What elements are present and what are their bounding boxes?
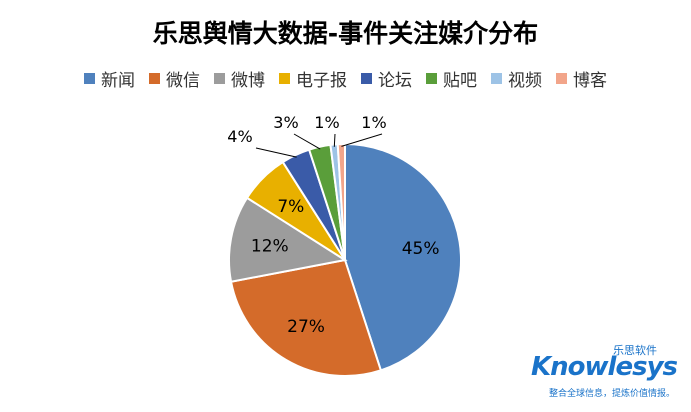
data-label: 3% <box>273 113 298 132</box>
legend-item: 微信 <box>149 66 200 91</box>
legend-item: 论坛 <box>361 66 412 91</box>
leader-line <box>341 133 383 147</box>
pie-slice <box>229 258 383 377</box>
legend: 新闻 微信 微博 电子报 论坛 贴吧 视频 博客 <box>0 66 691 91</box>
legend-label: 博客 <box>573 71 607 91</box>
pie-slice <box>336 142 346 261</box>
chart-title: 乐思舆情大数据-事件关注媒介分布 <box>152 19 539 48</box>
legend-label: 新闻 <box>101 71 135 91</box>
legend-item: 贴吧 <box>426 66 477 91</box>
legend-swatch <box>149 73 160 84</box>
data-label: 1% <box>361 113 386 132</box>
data-label: 12% <box>251 237 289 257</box>
legend-item: 视频 <box>491 66 542 91</box>
legend-swatch <box>84 73 95 84</box>
legend-label: 贴吧 <box>443 71 477 91</box>
legend-swatch <box>279 73 290 84</box>
leader-line <box>255 147 297 158</box>
legend-swatch <box>361 73 372 84</box>
legend-label: 电子报 <box>296 71 347 91</box>
brand-cn-text: 乐思软件 <box>613 344 657 357</box>
data-label: 45% <box>402 239 440 259</box>
data-label: 7% <box>277 197 304 217</box>
knowlesys-logo: 乐思软件 Knowlesys 整合全球信息，提炼价值情报。 <box>531 342 678 402</box>
data-label: 1% <box>314 113 339 132</box>
brand-tagline-text: 整合全球信息，提炼价值情报。 <box>548 389 675 399</box>
legend-label: 微博 <box>231 71 265 91</box>
legend-swatch <box>556 73 567 84</box>
legend-item: 博客 <box>556 66 607 91</box>
leader-line <box>333 133 336 147</box>
legend-swatch <box>214 73 225 84</box>
legend-item: 新闻 <box>84 66 135 91</box>
brand-name-text: Knowlesys <box>531 352 678 382</box>
legend-label: 视频 <box>508 71 542 91</box>
data-label: 27% <box>287 317 325 337</box>
data-label: 4% <box>227 127 252 146</box>
legend-label: 论坛 <box>378 71 412 91</box>
pie-slice <box>228 196 348 283</box>
legend-label: 微信 <box>166 71 200 91</box>
pie-slice <box>344 142 462 372</box>
leader-line <box>293 133 321 150</box>
legend-item: 电子报 <box>279 66 347 91</box>
legend-swatch <box>491 73 502 84</box>
legend-swatch <box>426 73 437 84</box>
legend-item: 微博 <box>214 66 265 91</box>
